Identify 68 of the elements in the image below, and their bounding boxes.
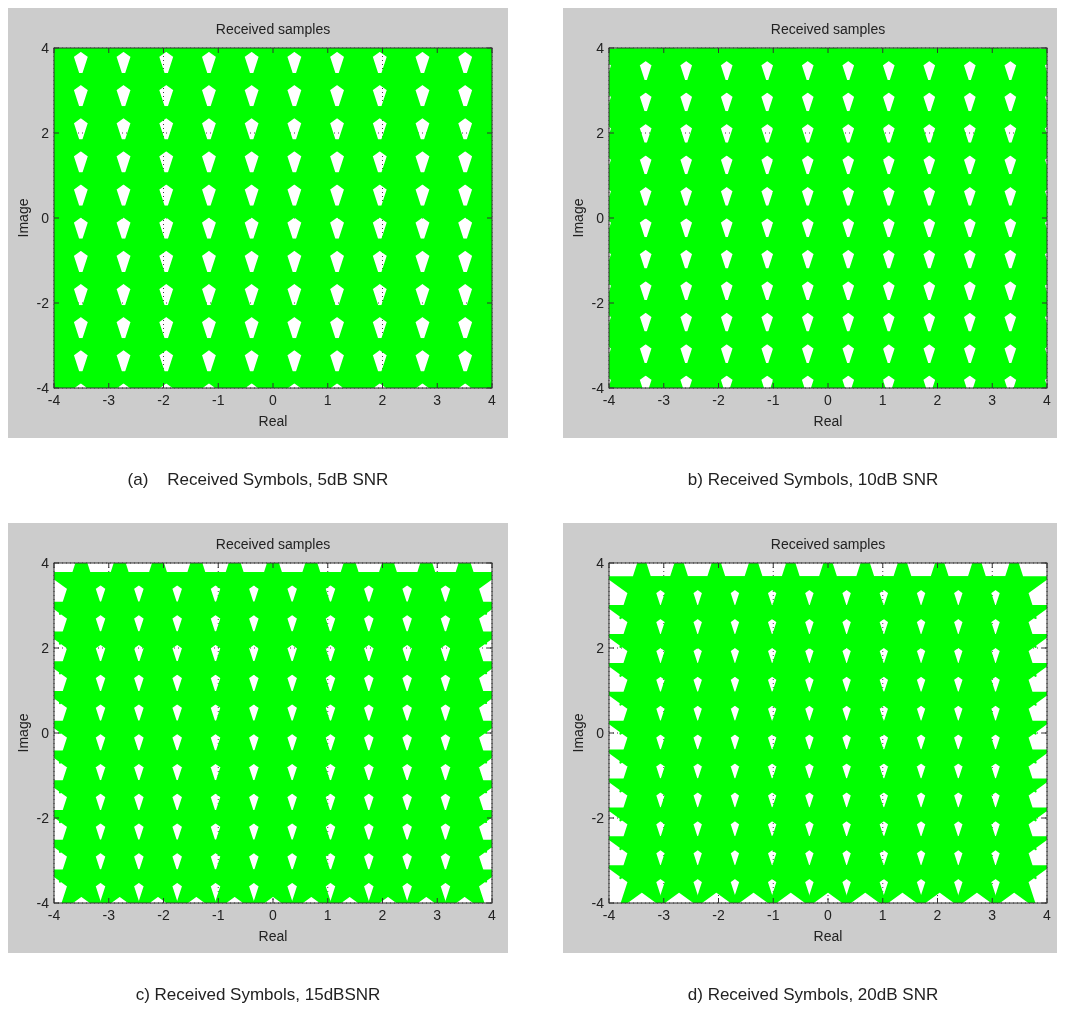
- y-tick-label: 4: [41, 39, 50, 56]
- x-axis-title: Real: [258, 413, 288, 429]
- x-tick-label: -2: [712, 392, 725, 408]
- x-tick-label: -2: [157, 907, 170, 923]
- x-tick-label: -1: [767, 392, 780, 408]
- y-tick-label: 0: [41, 724, 50, 741]
- x-axis-title: Real: [813, 413, 843, 429]
- y-axis-title: Image: [570, 198, 586, 238]
- x-tick-label: -3: [657, 907, 671, 923]
- y-tick-label: -4: [591, 379, 605, 396]
- y-tick-label: 2: [596, 124, 605, 141]
- y-tick-label: -2: [591, 294, 605, 311]
- x-tick-label: 2: [933, 392, 942, 408]
- x-tick-label: -1: [212, 907, 225, 923]
- y-tick-label: 4: [596, 39, 605, 56]
- y-tick-label: 2: [41, 639, 50, 656]
- x-tick-label: 3: [433, 907, 442, 923]
- y-tick-label: -2: [36, 294, 50, 311]
- text: d) Received Symbols, 20dB SNR: [687, 985, 939, 1004]
- y-axis-title: Image: [15, 713, 31, 753]
- chart-title: Received samples: [215, 536, 331, 552]
- y-tick-label: -4: [36, 894, 50, 911]
- y-axis-title: Image: [15, 198, 31, 238]
- x-axis-title: Real: [813, 928, 843, 944]
- y-tick-label: -4: [591, 894, 605, 911]
- x-tick-label: 1: [878, 907, 887, 923]
- x-tick-label: -3: [102, 907, 116, 923]
- x-tick-label: 0: [824, 907, 833, 923]
- y-axis-title: Image: [570, 713, 586, 753]
- x-tick-label: 4: [1043, 392, 1052, 408]
- x-tick-label: 2: [378, 907, 387, 923]
- y-tick-label: 2: [41, 124, 50, 141]
- y-tick-label: 0: [596, 209, 605, 226]
- x-tick-label: -2: [157, 392, 170, 408]
- x-tick-label: 1: [323, 392, 332, 408]
- x-tick-label: 0: [269, 907, 278, 923]
- x-tick-label: 2: [378, 392, 387, 408]
- y-tick-label: 4: [41, 554, 50, 571]
- x-tick-label: 0: [824, 392, 833, 408]
- x-tick-label: 0: [269, 392, 278, 408]
- text: (a) Received Symbols, 5dB SNR: [127, 470, 389, 489]
- y-tick-label: 0: [596, 724, 605, 741]
- x-tick-label: -3: [102, 392, 116, 408]
- x-tick-label: 4: [1043, 907, 1052, 923]
- y-tick-label: -2: [591, 809, 605, 826]
- x-tick-label: -3: [657, 392, 671, 408]
- x-tick-label: 2: [933, 907, 942, 923]
- text: b) Received Symbols, 10dB SNR: [687, 470, 939, 489]
- x-tick-label: 4: [488, 907, 497, 923]
- x-tick-label: 1: [323, 907, 332, 923]
- x-axis-title: Real: [258, 928, 288, 944]
- chart-title: Received samples: [770, 536, 886, 552]
- x-tick-label: 1: [878, 392, 887, 408]
- y-tick-label: -2: [36, 809, 50, 826]
- x-tick-label: -1: [767, 907, 780, 923]
- y-tick-label: 2: [596, 639, 605, 656]
- x-tick-label: 3: [988, 907, 997, 923]
- x-tick-label: 3: [433, 392, 442, 408]
- x-tick-label: 3: [988, 392, 997, 408]
- text: c) Received Symbols, 15dBSNR: [135, 985, 381, 1004]
- y-tick-label: 0: [41, 209, 50, 226]
- chart-title: Received samples: [215, 21, 331, 37]
- chart-title: Received samples: [770, 21, 886, 37]
- x-tick-label: -2: [712, 907, 725, 923]
- x-tick-label: 4: [488, 392, 497, 408]
- y-tick-label: 4: [596, 554, 605, 571]
- y-tick-label: -4: [36, 379, 50, 396]
- x-tick-label: -1: [212, 392, 225, 408]
